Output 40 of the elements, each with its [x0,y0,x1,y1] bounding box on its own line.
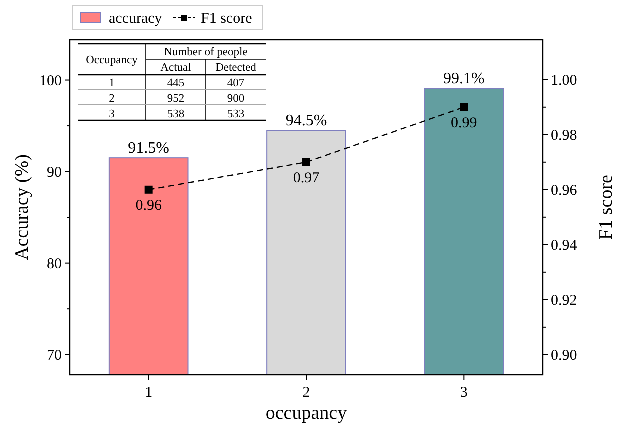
point [144,186,153,194]
data-label: 0.96 [136,198,162,214]
y2-tick-label: 0.90 [551,348,578,364]
y-axis-title: Accuracy (%) [12,154,33,261]
data-label: 91.5% [128,140,170,158]
annotation: 3 [109,108,116,120]
annotation: 2 [109,93,116,105]
point [460,103,468,112]
data-label: 0.99 [451,115,478,132]
x-tick-label: 2 [302,385,310,401]
annotation: Actual [160,62,192,74]
y2-tick-label: 1.00 [551,72,578,89]
data-label: 0.97 [293,170,320,186]
annotation: 1 [109,78,116,90]
legend-label: accuracy [109,11,163,27]
x-axis-title: occupancy [266,403,348,424]
y-tick-label: 80 [47,256,62,272]
y2-tick-label: 0.98 [551,128,578,144]
annotation: Occupancy [86,54,138,66]
y2-axis-title: F1 score [596,175,617,240]
annotation: 445 [167,78,185,90]
y-tick-label: 90 [47,164,62,181]
data-label: 99.1% [444,70,485,88]
x-tick-label: 1 [145,385,153,401]
point [302,158,310,166]
annotation: Detected [216,62,257,74]
y-tick-label: 70 [47,348,62,364]
y2-tick-label: 0.92 [551,292,578,309]
annotation: Number of people [164,46,248,58]
annotation: 533 [227,108,245,120]
legend-label: F1 score [201,11,253,27]
y-tick-label: 100 [40,73,62,90]
data-label: 94.5% [286,112,328,130]
annotation: 952 [167,93,185,105]
annotation: 900 [227,93,245,105]
y2-tick-label: 0.94 [551,238,578,254]
y2-tick-label: 0.96 [551,182,578,199]
annotation: 407 [227,78,245,90]
x-tick-label: 3 [460,385,468,401]
annotation: 538 [167,108,185,120]
